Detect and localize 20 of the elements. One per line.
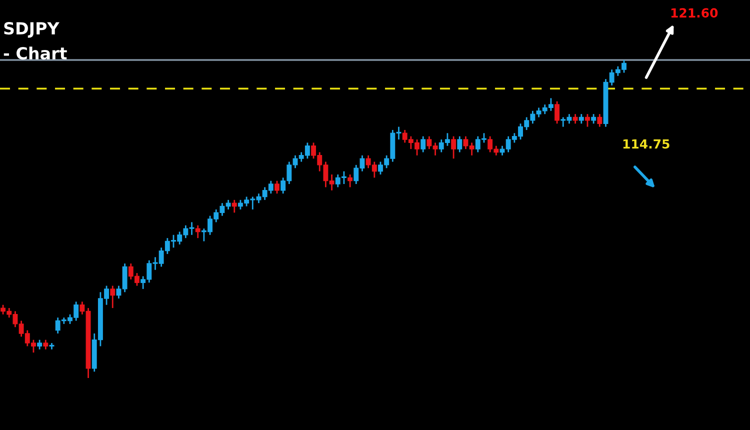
candlestick [451,136,456,160]
candlestick [572,113,578,124]
candlestick [578,113,584,124]
candlestick [457,136,462,153]
chart-title: SDJPY [4,22,60,38]
annotation: 114.75 [623,139,670,149]
candlestick [597,113,602,128]
text: 121.60 [671,8,718,18]
candlestick [232,199,237,214]
candlestick [37,339,42,350]
candlestick [43,339,48,350]
candlestick [591,113,596,124]
candlestick [195,224,200,239]
candlestick [274,180,280,194]
candlestick [420,136,426,153]
candlestick [554,100,560,124]
chart-subtitle: - Chart [4,46,67,60]
candlestick [585,113,590,128]
candlestick [348,174,353,188]
candlestick [110,285,116,309]
